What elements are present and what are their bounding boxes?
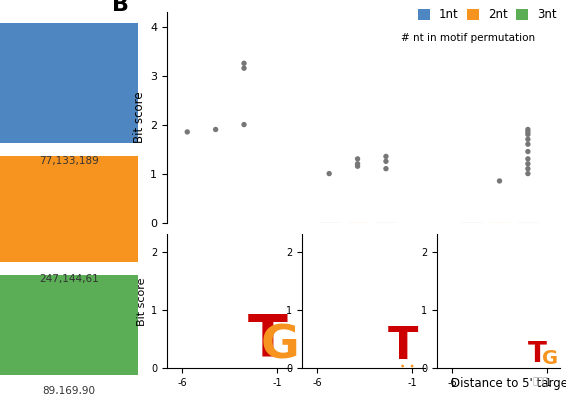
Y-axis label: Bit score: Bit score (137, 277, 147, 326)
Text: Distance to 5' target end: Distance to 5' target end (451, 377, 566, 390)
Point (211, 126, 220, 133)
Point (381, 165, 391, 172)
Text: Cas12c1: Cas12c1 (189, 240, 242, 253)
Point (524, 129, 533, 135)
Point (325, 171, 334, 177)
Text: 77,133,189: 77,133,189 (39, 156, 98, 166)
Text: G: G (261, 323, 299, 368)
Text: 247,144,61: 247,144,61 (39, 274, 98, 284)
Point (524, 171, 533, 177)
Point (524, 126, 533, 133)
Point (381, 153, 391, 160)
Point (381, 158, 391, 164)
Point (239, 65, 248, 71)
Point (239, 60, 248, 67)
Point (524, 165, 533, 172)
Bar (0, 156, 138, 262)
Legend: 1nt, 2nt, 3nt: 1nt, 2nt, 3nt (417, 7, 559, 22)
Point (495, 178, 504, 184)
Text: B: B (112, 0, 129, 15)
Bar (0, 275, 138, 375)
Point (524, 156, 533, 162)
Point (398, 363, 407, 369)
Point (524, 149, 533, 155)
Point (353, 163, 362, 169)
Bar (0, 23, 138, 143)
Text: 软件通: 软件通 (533, 377, 549, 386)
Point (524, 161, 533, 167)
Point (353, 156, 362, 162)
Text: T: T (528, 340, 547, 368)
Point (353, 161, 362, 167)
Point (239, 121, 248, 128)
Point (183, 129, 192, 135)
Text: OspCas12c: OspCas12c (465, 240, 534, 253)
Text: T: T (388, 325, 418, 368)
Y-axis label: Bit score: Bit score (133, 91, 146, 143)
Text: 89,169,90: 89,169,90 (42, 386, 95, 394)
Text: Cas12c2: Cas12c2 (331, 240, 384, 253)
Point (524, 141, 533, 147)
Point (408, 363, 417, 369)
Text: G: G (542, 349, 558, 368)
Text: # nt in motif permutation: # nt in motif permutation (401, 33, 535, 43)
Point (524, 131, 533, 138)
Text: T: T (248, 311, 288, 368)
Point (524, 136, 533, 142)
